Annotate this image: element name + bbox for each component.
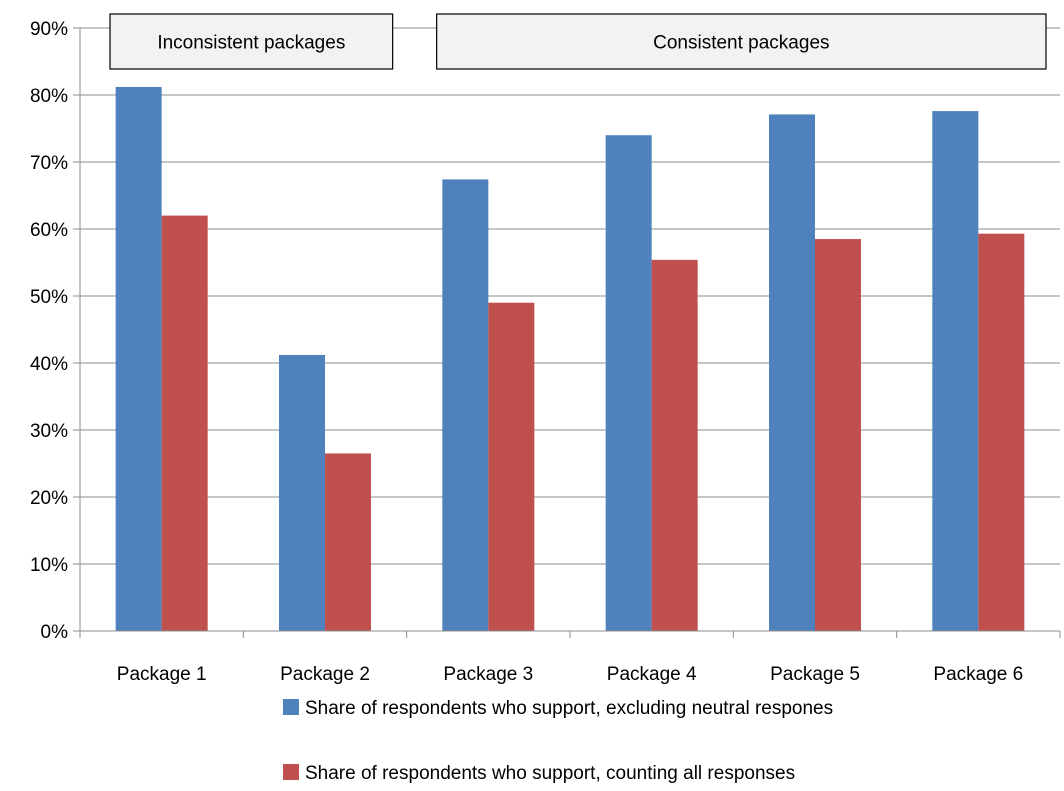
bar-all-responses bbox=[161, 215, 208, 631]
y-tick-label: 30% bbox=[30, 421, 68, 442]
y-tick-label: 50% bbox=[30, 287, 68, 308]
bar-excluding-neutral bbox=[932, 111, 979, 631]
x-tick-label: Package 1 bbox=[117, 664, 207, 685]
axes: 0% 10% 20% 30% 40% 50% 60% 70% 80% 90% Package 1 Pa… bbox=[30, 19, 1061, 685]
y-tick-label: 10% bbox=[30, 555, 68, 576]
x-tick-label: Package 2 bbox=[280, 664, 370, 685]
x-tick-label: Package 5 bbox=[770, 664, 860, 685]
group-label: Consistent packages bbox=[653, 33, 829, 54]
bar-all-responses bbox=[325, 453, 371, 631]
y-tick-label: 90% bbox=[30, 19, 68, 40]
x-tick-label: Package 6 bbox=[933, 664, 1023, 685]
y-tick-label: 60% bbox=[30, 220, 68, 241]
bar-all-responses bbox=[651, 259, 698, 631]
legend-swatch bbox=[283, 764, 299, 780]
bar-all-responses bbox=[978, 233, 1025, 631]
group-box bbox=[109, 13, 394, 70]
y-tick-label: 80% bbox=[30, 86, 68, 107]
y-tick-label: 70% bbox=[30, 153, 68, 174]
legend-swatch bbox=[283, 699, 299, 715]
x-tick-label: Package 4 bbox=[607, 664, 697, 685]
bar-excluding-neutral bbox=[279, 354, 325, 631]
gridlines bbox=[80, 27, 1060, 565]
bar-all-responses bbox=[815, 239, 861, 632]
y-tick-label: 0% bbox=[41, 622, 69, 643]
group-box bbox=[436, 13, 1047, 70]
legend: Share of respondents who support, exclud… bbox=[283, 698, 833, 784]
group-labels: Inconsistent packages Consistent packages bbox=[109, 13, 1047, 70]
bar-all-responses bbox=[488, 302, 535, 631]
bar-excluding-neutral bbox=[442, 179, 489, 632]
y-tick-label: 20% bbox=[30, 488, 68, 509]
bar-excluding-neutral bbox=[605, 135, 652, 631]
bar-excluding-neutral bbox=[769, 114, 815, 632]
group-label: Inconsistent packages bbox=[157, 33, 345, 54]
y-tick-label: 40% bbox=[30, 354, 68, 375]
x-tick-label: Package 3 bbox=[443, 664, 533, 685]
bar-excluding-neutral bbox=[115, 86, 162, 631]
legend-label: Share of respondents who support, counti… bbox=[305, 763, 795, 784]
legend-label: Share of respondents who support, exclud… bbox=[305, 698, 833, 719]
bars bbox=[115, 86, 1025, 632]
